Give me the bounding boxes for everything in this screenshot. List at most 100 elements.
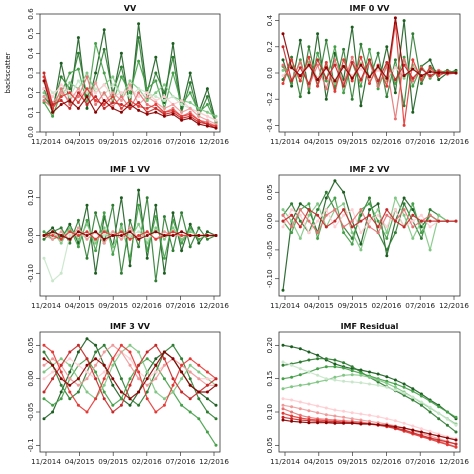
data-point (402, 421, 406, 425)
data-point (324, 225, 328, 229)
data-point (102, 28, 106, 32)
x-tick-label: 02/2016 (132, 301, 162, 310)
x-tick-label: 07/2016 (165, 457, 195, 466)
data-point (437, 71, 441, 75)
data-point (368, 370, 371, 374)
x-tick-label: 07/2016 (405, 137, 435, 146)
data-point (350, 97, 354, 101)
data-point (162, 271, 166, 275)
data-point (59, 363, 63, 367)
data-point (428, 410, 432, 414)
panel-1: VV backscatter 0.0 0.1 0.2 0.3 0.4 0.5 0.6 11/201… (4, 4, 229, 146)
data-point (102, 47, 106, 51)
data-point (419, 403, 423, 407)
data-point (137, 390, 141, 394)
data-point (102, 383, 106, 387)
x-tick-label: 02/2016 (132, 137, 162, 146)
data-point (316, 411, 320, 415)
data-point (128, 226, 132, 230)
data-point (290, 213, 294, 217)
data-point (154, 95, 158, 99)
data-point (393, 66, 397, 70)
data-point (411, 213, 415, 217)
data-point (76, 95, 80, 99)
data-point (171, 234, 175, 237)
data-point (437, 78, 441, 82)
data-point (316, 421, 320, 425)
data-point (290, 202, 294, 206)
data-point (119, 343, 123, 347)
data-point (59, 377, 63, 381)
data-point (214, 403, 218, 407)
data-point (85, 234, 89, 237)
data-point (111, 75, 115, 79)
data-point (290, 405, 294, 409)
data-point (188, 226, 192, 230)
data-point (290, 225, 294, 229)
data-point (333, 362, 337, 366)
data-point (137, 403, 141, 407)
data-point (42, 234, 46, 237)
data-point (298, 58, 302, 62)
data-point (359, 248, 363, 252)
data-point (437, 219, 441, 223)
data-point (350, 380, 354, 384)
data-point (437, 438, 441, 442)
data-point (376, 378, 380, 382)
data-point (205, 237, 209, 241)
data-point (59, 241, 63, 245)
data-point (214, 118, 218, 122)
data-point (333, 89, 337, 93)
data-point (42, 397, 46, 401)
data-point (333, 82, 337, 85)
data-point (437, 74, 441, 78)
data-point (137, 188, 141, 192)
data-point (324, 406, 328, 410)
data-point (137, 104, 141, 108)
data-point (197, 417, 201, 421)
data-point (393, 388, 397, 392)
data-point (316, 32, 320, 36)
data-point (137, 234, 141, 237)
data-point (376, 68, 380, 72)
data-point (128, 383, 132, 387)
data-point (85, 106, 89, 110)
data-point (188, 234, 192, 237)
data-point (214, 377, 218, 381)
data-point (359, 63, 363, 67)
data-point (76, 79, 80, 83)
y-tick-label: -0.10 (26, 264, 35, 283)
y-tick-label: -0.05 (26, 403, 35, 422)
data-point (145, 397, 149, 401)
data-point (281, 208, 285, 212)
data-point (162, 215, 166, 219)
data-point (333, 375, 337, 379)
data-point (76, 237, 80, 241)
data-point (281, 32, 285, 36)
data-point (359, 373, 363, 377)
data-point (376, 372, 380, 376)
data-point (350, 421, 354, 425)
data-point (342, 225, 346, 229)
data-point (188, 106, 192, 110)
data-point (281, 363, 285, 367)
data-point (154, 357, 158, 361)
data-point (197, 363, 201, 367)
data-point (437, 213, 441, 217)
data-point (180, 234, 184, 237)
data-point (111, 91, 115, 95)
data-point (342, 58, 346, 62)
data-point (162, 357, 166, 361)
data-point (180, 99, 184, 102)
data-point (281, 219, 285, 223)
y-tick-label: -0.1 (26, 438, 35, 452)
data-point (162, 99, 166, 102)
data-point (324, 421, 328, 425)
data-point (342, 379, 346, 383)
data-point (102, 370, 106, 374)
data-point (59, 91, 63, 95)
data-point (316, 84, 320, 88)
data-point (85, 95, 89, 99)
data-point (111, 101, 115, 104)
y-axis-label: backscatter (4, 52, 12, 93)
